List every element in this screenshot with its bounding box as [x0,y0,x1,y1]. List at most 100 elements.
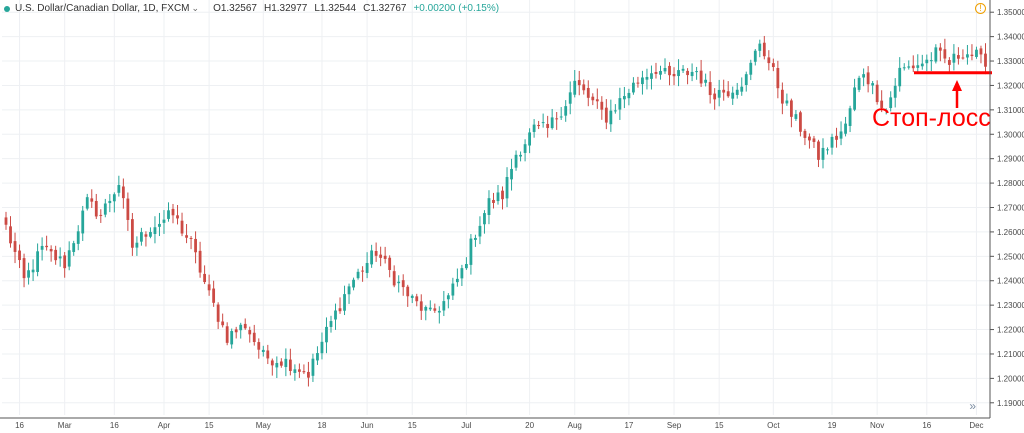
candle-down [379,254,383,258]
x-tick-label: 16 [110,421,119,430]
candle-up [704,79,708,83]
candle-up [519,154,522,157]
candle-down [198,250,202,273]
candle-down [984,53,987,67]
candle-up [465,264,468,269]
candle-up [952,53,956,63]
candle-up [460,268,464,279]
candle-down [668,65,671,76]
candle-up [293,369,297,373]
candle-up [627,92,631,99]
candle-down [654,71,658,74]
candle-up [487,198,491,215]
candle-down [374,251,378,256]
candle-up [650,73,653,79]
candle-up [740,86,744,92]
y-tick-label: 1.34000 [997,33,1024,42]
candle-down [18,250,21,261]
candle-down [49,248,53,252]
clock-icon[interactable]: ! [975,3,986,14]
candle-down [288,359,292,371]
candle-down [234,329,238,333]
x-tick-label: 18 [318,421,327,430]
status-dot-icon [4,5,10,12]
candle-up [853,87,856,110]
candle-down [94,200,98,217]
candle-up [343,294,346,311]
candle-up [451,283,455,296]
candle-up [135,242,139,248]
candle-up [862,74,866,78]
y-tick-label: 1.28000 [997,179,1024,188]
y-tick-label: 1.21000 [997,350,1024,359]
candle-down [383,255,387,259]
chevron-down-icon[interactable]: ⌄ [191,3,200,13]
candle-up [410,295,414,298]
candle-up [681,68,685,71]
candle-down [776,68,780,89]
candle-down [194,238,197,253]
candle-up [325,326,328,343]
candle-down [388,257,392,270]
candle-down [415,296,419,302]
candle-down [686,70,689,76]
candle-up [81,210,85,234]
candle-down [252,332,256,343]
candle-up [929,60,933,62]
candle-down [957,55,960,59]
stop-loss-arrow-head [952,80,962,91]
candle-up [893,85,897,98]
candle-down [406,286,410,297]
y-tick-label: 1.35000 [997,8,1024,17]
candle-down [835,135,838,140]
candle-down [672,73,676,77]
candle-up [275,362,279,368]
candle-down [90,198,94,202]
candle-up [437,310,441,313]
candle-up [365,263,369,273]
candle-down [803,130,807,138]
candle-up [329,321,333,327]
double-chevron-right-icon[interactable]: » [969,399,976,413]
candle-up [830,136,834,148]
stop-loss-label: Стоп-лосс [872,104,991,132]
candle-down [307,371,310,378]
candle-up [356,271,360,279]
candle-down [970,54,974,56]
candle-up [568,92,572,104]
candle-up [510,168,513,180]
ohlc-low: L1.32544 [314,3,357,14]
candle-down [392,271,396,286]
candle-up [352,279,355,288]
x-tick-label: 15 [408,421,417,430]
candle-up [67,250,71,267]
candle-down [433,308,437,311]
candle-down [63,255,67,269]
candle-up [902,67,906,69]
candle-down [225,326,229,343]
symbol-title[interactable]: U.S. Dollar/Canadian Dollar, 1D, FXCM [15,3,190,14]
candle-down [361,270,364,272]
candle-up [239,324,243,331]
candle-up [857,77,861,90]
candle-down [221,321,225,326]
candle-down [144,234,148,237]
candle-down [780,89,784,104]
candle-up [559,116,563,118]
candle-down [586,87,590,98]
candle-up [72,243,76,252]
candle-up [153,227,157,234]
candle-down [99,214,103,216]
x-tick-label: Oct [767,421,780,430]
candle-down [171,208,175,216]
candle-down [947,60,951,65]
x-tick-label: Dec [969,421,983,430]
candle-up [112,194,116,202]
candle-up [424,306,428,311]
candle-up [478,225,482,237]
candle-down [817,141,820,160]
x-tick-label: Apr [158,421,171,430]
